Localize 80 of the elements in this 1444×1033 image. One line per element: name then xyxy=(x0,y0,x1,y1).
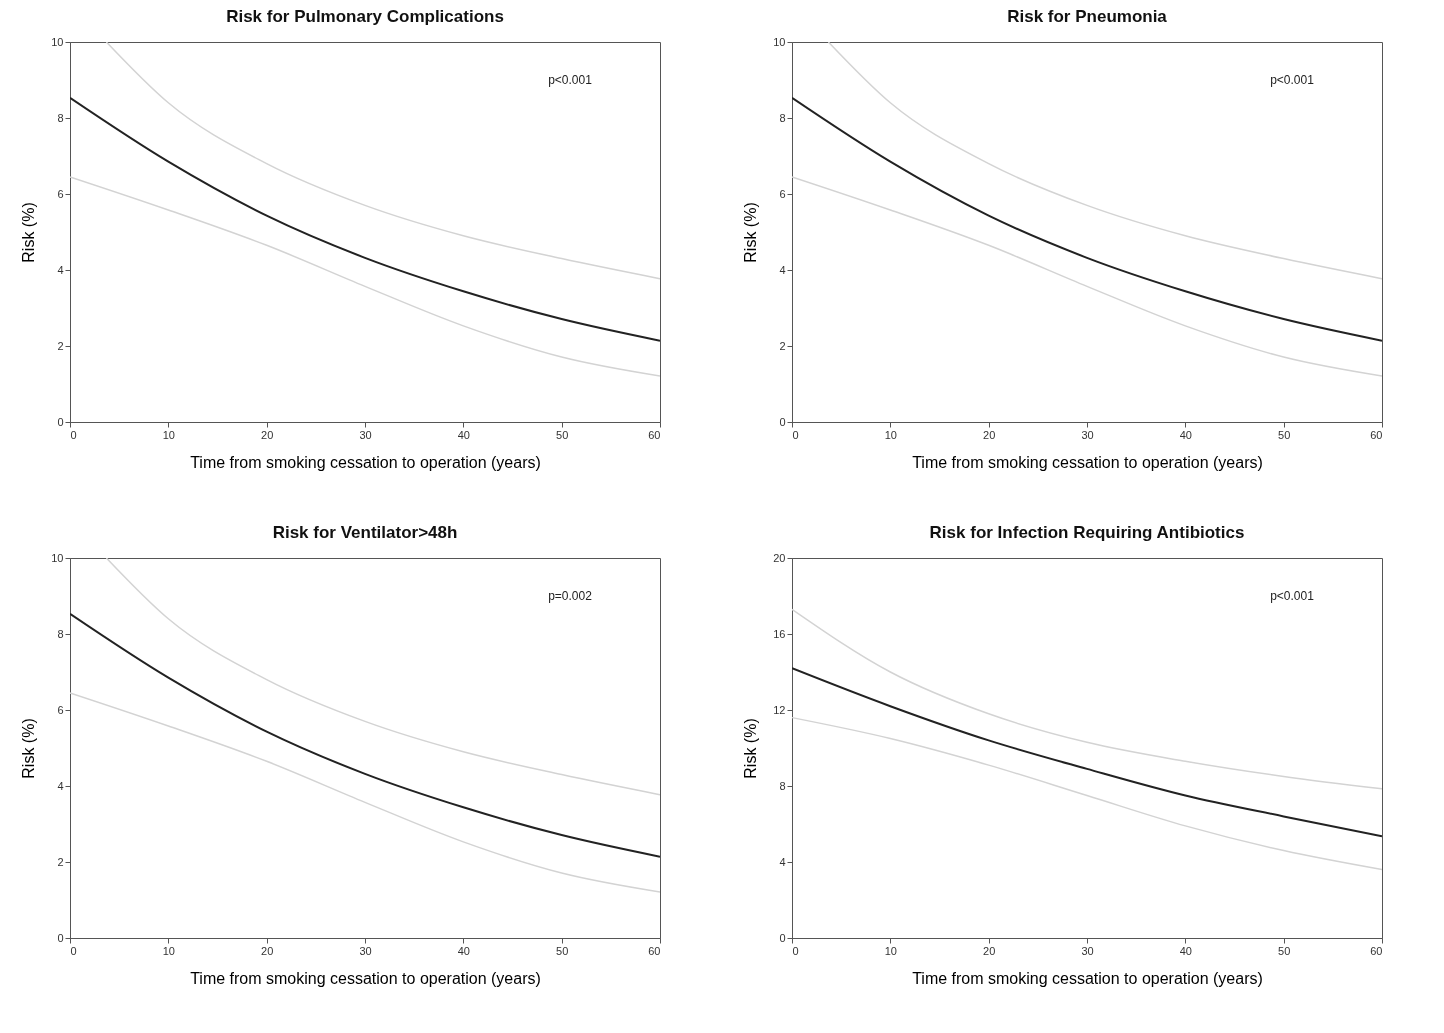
y-tick-label: 4 xyxy=(57,779,64,792)
x-tick-label: 40 xyxy=(1179,944,1192,957)
x-tick-label: 30 xyxy=(359,428,372,441)
x-tick-label: 30 xyxy=(1081,428,1094,441)
y-axis-title: Risk (%) xyxy=(20,718,38,779)
y-tick-label: 10 xyxy=(51,35,64,48)
x-tick-label: 20 xyxy=(983,944,996,957)
x-axis-title: Time from smoking cessation to operation (years) xyxy=(190,453,541,471)
x-tick-label: 30 xyxy=(359,944,372,957)
y-tick-label: 6 xyxy=(779,187,786,200)
x-tick-label: 30 xyxy=(1081,944,1094,957)
y-tick-label: 8 xyxy=(57,627,64,640)
x-tick-label: 60 xyxy=(648,944,661,957)
x-tick-label: 60 xyxy=(1370,428,1383,441)
line-series xyxy=(792,176,1382,377)
line-series xyxy=(792,608,1382,790)
y-tick-label: 2 xyxy=(57,339,64,352)
x-tick-label: 0 xyxy=(792,944,799,957)
y-axis-title: Risk (%) xyxy=(20,202,38,263)
x-axis-title: Time from smoking cessation to operation (years) xyxy=(912,969,1263,987)
x-tick-label: 20 xyxy=(983,428,996,441)
line-series xyxy=(105,42,660,280)
line-series xyxy=(105,558,660,796)
y-tick-label: 8 xyxy=(779,111,786,124)
x-tick-label: 40 xyxy=(457,944,470,957)
y-tick-label: 4 xyxy=(779,855,786,868)
line-series xyxy=(792,716,1382,871)
chart-title: Risk for Pneumonia xyxy=(1007,7,1168,26)
annotation: p=0.002 xyxy=(548,589,593,603)
line-series xyxy=(70,96,660,342)
y-tick-label: 8 xyxy=(57,111,64,124)
line-series xyxy=(70,692,660,893)
x-tick-label: 10 xyxy=(162,944,175,957)
line-series xyxy=(70,612,660,858)
y-tick-label: 16 xyxy=(773,627,786,640)
x-tick-label: 50 xyxy=(556,428,569,441)
chart-title: Risk for Pulmonary Complications xyxy=(226,7,504,26)
x-tick-label: 50 xyxy=(1278,944,1291,957)
y-axis-title: Risk (%) xyxy=(742,718,760,779)
y-tick-label: 6 xyxy=(57,187,64,200)
x-tick-label: 0 xyxy=(70,944,77,957)
x-tick-label: 0 xyxy=(70,428,77,441)
y-axis-title: Risk (%) xyxy=(742,202,760,263)
x-tick-label: 40 xyxy=(1179,428,1192,441)
y-tick-label: 2 xyxy=(57,855,64,868)
y-tick-label: 4 xyxy=(57,263,64,276)
line-series xyxy=(792,667,1382,838)
line-series xyxy=(70,176,660,377)
y-tick-label: 10 xyxy=(773,35,786,48)
y-tick-label: 20 xyxy=(773,551,786,564)
chart-title: Risk for Ventilator>48h xyxy=(272,523,458,542)
y-tick-label: 2 xyxy=(779,339,786,352)
chart-title: Risk for Infection Requiring Antibiotics xyxy=(929,523,1245,542)
line-series xyxy=(792,96,1382,342)
y-tick-label: 6 xyxy=(57,703,64,716)
x-tick-label: 20 xyxy=(261,944,274,957)
y-tick-label: 0 xyxy=(779,931,786,944)
y-tick-label: 4 xyxy=(779,263,786,276)
y-tick-label: 0 xyxy=(57,415,64,428)
x-tick-label: 10 xyxy=(884,944,897,957)
x-axis-title: Time from smoking cessation to operation (years) xyxy=(912,453,1263,471)
y-tick-label: 8 xyxy=(779,779,786,792)
x-tick-label: 10 xyxy=(162,428,175,441)
y-tick-label: 0 xyxy=(57,931,64,944)
x-tick-label: 40 xyxy=(457,428,470,441)
annotation: p<0.001 xyxy=(548,73,593,87)
x-tick-label: 50 xyxy=(1278,428,1291,441)
y-tick-label: 0 xyxy=(779,415,786,428)
annotation: p<0.001 xyxy=(1270,589,1315,603)
x-tick-label: 60 xyxy=(1370,944,1383,957)
x-tick-label: 10 xyxy=(884,428,897,441)
x-axis-title: Time from smoking cessation to operation (years) xyxy=(190,969,541,987)
x-tick-label: 20 xyxy=(261,428,274,441)
y-tick-label: 12 xyxy=(773,703,786,716)
line-series xyxy=(827,42,1382,280)
x-tick-label: 60 xyxy=(648,428,661,441)
x-tick-label: 0 xyxy=(792,428,799,441)
y-tick-label: 10 xyxy=(51,551,64,564)
x-tick-label: 50 xyxy=(556,944,569,957)
annotation: p<0.001 xyxy=(1270,73,1315,87)
